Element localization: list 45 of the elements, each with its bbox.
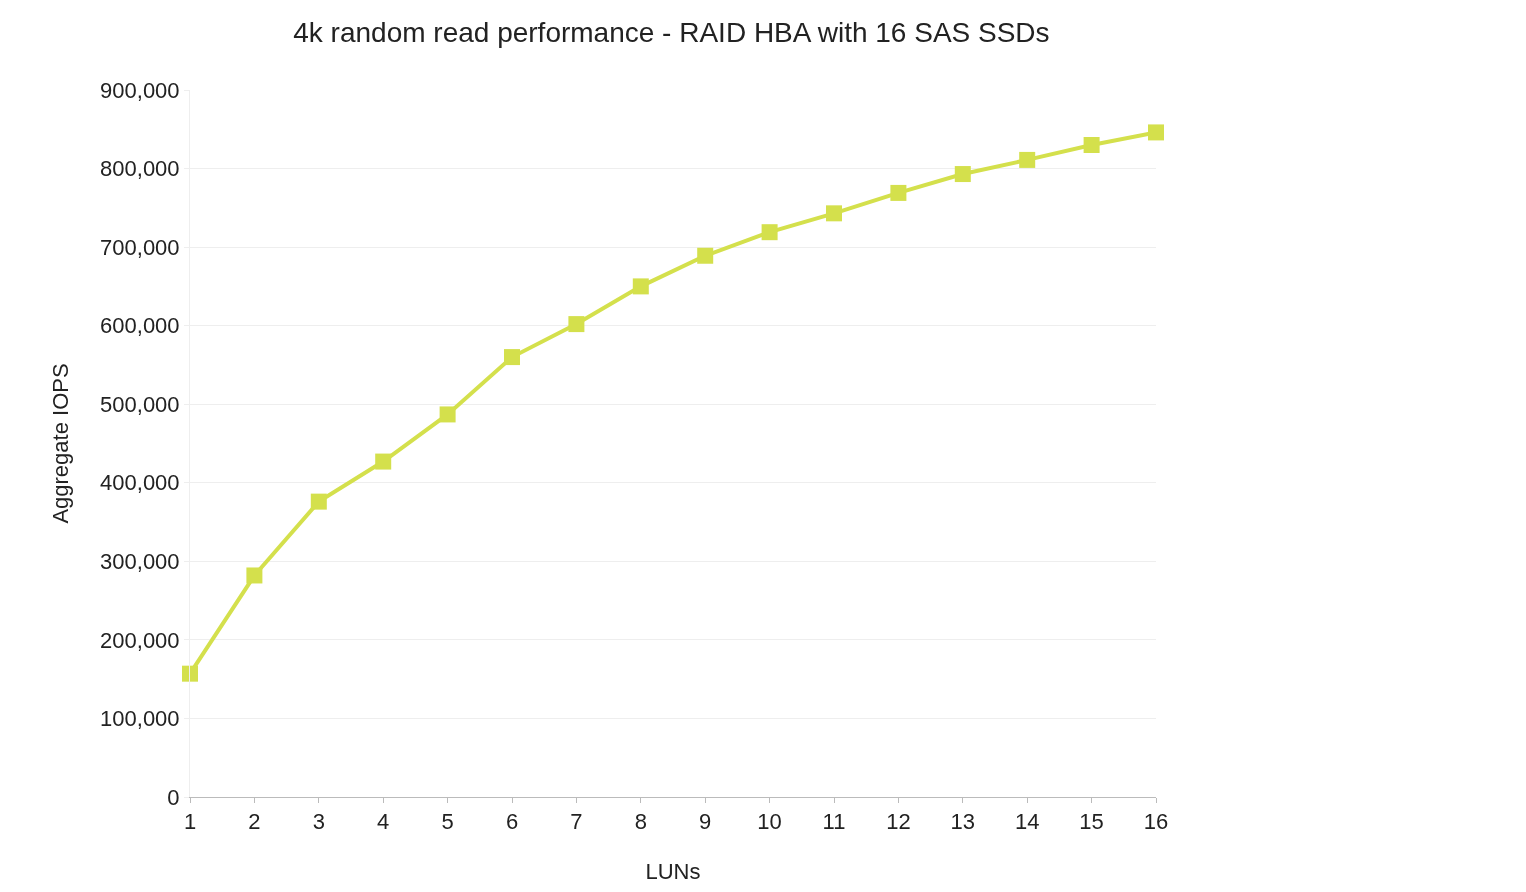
x-tick-label: 2 [248,809,261,835]
point [826,205,842,222]
x-tick-label: 10 [757,809,782,835]
chart-title: 4k random read performance - RAID HBA with 16 SAS SSDs [293,16,1050,48]
x-tick-label: 4 [377,809,390,835]
x-tick-label: 11 [822,809,846,835]
y-tick-label: 100,000 [100,706,180,732]
point [890,184,907,201]
y-tick-label: 300,000 [100,549,180,575]
point [375,453,392,470]
y-tick-label: 800,000 [100,156,180,182]
point [1148,124,1164,141]
point [568,316,585,333]
x-tick-label: 1 [183,809,197,835]
point [246,567,263,584]
point [761,224,778,241]
x-tick-label: 6 [505,809,519,835]
point [1019,151,1036,168]
y-tick-label: 700,000 [100,234,180,260]
point [504,349,520,366]
x-tick-label: 9 [699,809,712,835]
point [697,247,714,264]
y-tick-label: 900,000 [100,77,180,103]
x-tick-label: 7 [570,809,583,835]
y-tick-label: 600,000 [100,313,180,339]
y-axis-title: Aggregate IOPS [47,363,73,524]
x-tick-label: 15 [1079,809,1104,835]
x-tick-label: 14 [1014,809,1040,835]
y-tick-label: 0 [167,784,180,810]
x-tick-label: 13 [950,809,976,835]
x-tick-label: 5 [441,809,454,835]
y-tick-label: 500,000 [100,391,180,417]
point [310,493,327,510]
y-tick-label: 400,000 [100,470,180,496]
x-tick-label: 3 [312,809,325,835]
x-tick-label: 12 [886,809,911,835]
x-tick-label: 16 [1143,809,1169,835]
point [1083,136,1100,153]
point [632,278,649,295]
point [954,166,971,183]
y-tick-label: 200,000 [100,627,180,653]
point [439,406,456,423]
point [182,665,198,682]
x-axis-title: LUNs [645,859,701,885]
x-tick-label: 8 [634,809,647,835]
